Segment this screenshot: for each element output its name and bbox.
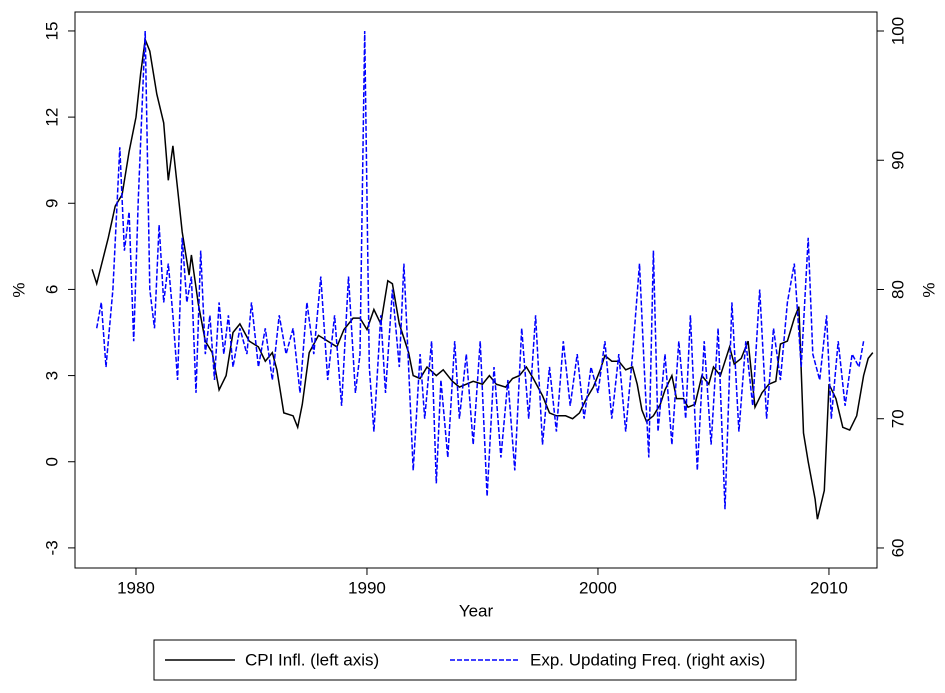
x-tick-label: 1990: [348, 578, 386, 597]
series-line: [91, 36, 874, 520]
x-tick-label: 2000: [579, 578, 617, 597]
y-tick-label: 15: [42, 21, 61, 40]
series-line: [95, 30, 865, 510]
y2-tick-label: 70: [888, 409, 907, 428]
y2-tick-label: 80: [888, 280, 907, 299]
x-tick-label: 1980: [117, 578, 155, 597]
y-tick-label: -3: [42, 540, 61, 555]
x-axis-label: Year: [459, 601, 494, 620]
y2-axis-label: %: [919, 282, 938, 297]
legend-label: Exp. Updating Freq. (right axis): [530, 650, 765, 669]
x-tick-label: 2010: [810, 578, 848, 597]
y2-tick-label: 60: [888, 539, 907, 558]
y-tick-label: 9: [42, 199, 61, 208]
legend-label: CPI Infl. (left axis): [245, 650, 379, 669]
y2-tick-label: 90: [888, 151, 907, 170]
y-tick-label: 6: [42, 285, 61, 294]
y2-tick-label: 100: [888, 17, 907, 45]
y-tick-label: 0: [42, 457, 61, 466]
y-axis-label: %: [9, 282, 28, 297]
y-tick-label: 3: [42, 371, 61, 380]
y-tick-label: 12: [42, 108, 61, 127]
plot-frame: [74, 11, 878, 569]
